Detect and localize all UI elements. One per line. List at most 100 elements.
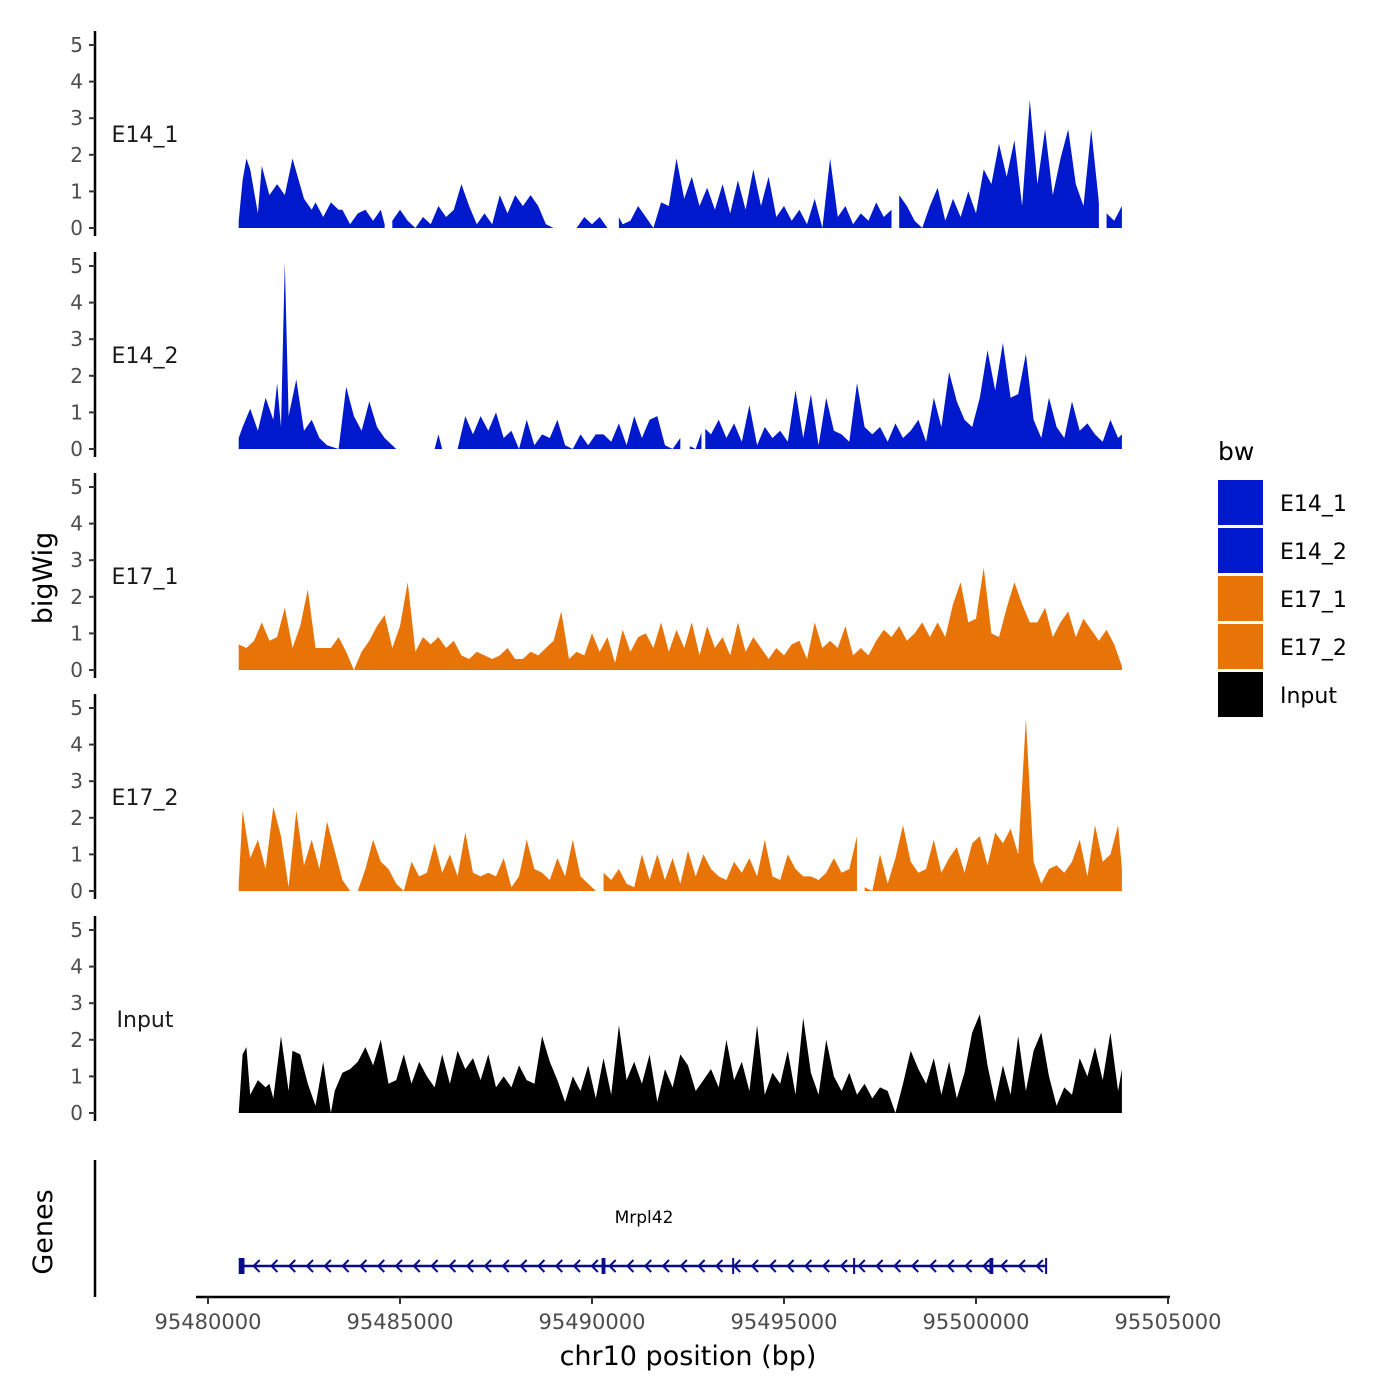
strand-arrow bbox=[982, 1259, 991, 1273]
strand-arrow bbox=[910, 1259, 919, 1273]
legend-swatch-E17_1 bbox=[1218, 576, 1263, 621]
y-tick-label: 2 bbox=[70, 1028, 83, 1052]
strand-arrow bbox=[804, 1259, 813, 1273]
y-tick-label: 4 bbox=[70, 733, 83, 757]
track-label: Input bbox=[117, 1008, 174, 1033]
strand-arrow bbox=[839, 1259, 848, 1273]
y-tick-label: 1 bbox=[70, 842, 83, 866]
y-tick-label: 0 bbox=[70, 437, 83, 461]
gene-exon bbox=[601, 1258, 606, 1274]
coverage-gap bbox=[350, 671, 358, 893]
strand-arrow bbox=[537, 1259, 546, 1273]
gene-name-label: Mrpl42 bbox=[615, 1208, 674, 1228]
strand-arrow bbox=[643, 1259, 652, 1273]
y-tick-label: 4 bbox=[70, 70, 83, 94]
area-E14_1 bbox=[238, 99, 1122, 229]
strand-arrow bbox=[323, 1259, 332, 1273]
x-axis-title: chr10 position (bp) bbox=[560, 1341, 817, 1372]
y-tick-label: 3 bbox=[70, 769, 83, 793]
strand-arrow bbox=[483, 1259, 492, 1273]
strand-arrow bbox=[519, 1259, 528, 1273]
x-axis: 95480000 95485000 95490000 95495000 95500000… bbox=[155, 1295, 1222, 1334]
track-label: E14_1 bbox=[112, 123, 179, 148]
gene-track: Mrpl42 bbox=[93, 1160, 1048, 1297]
y-tick-label: 2 bbox=[70, 143, 83, 167]
gene-exon bbox=[1045, 1258, 1048, 1274]
track-E14_2: 0 1 2 3 4 5 E14_2 bbox=[70, 229, 1122, 461]
coverage-gap bbox=[680, 229, 690, 451]
coverage-gap bbox=[891, 8, 900, 231]
strand-arrow bbox=[608, 1259, 617, 1273]
area-E17_1 bbox=[238, 567, 1122, 670]
y-tick-label: 5 bbox=[70, 475, 83, 499]
track-label: E17_1 bbox=[112, 565, 179, 590]
legend-label: E17_2 bbox=[1280, 636, 1347, 661]
y-tick-label: 0 bbox=[70, 216, 83, 240]
x-tick-label: 95500000 bbox=[923, 1310, 1030, 1334]
strand-arrow bbox=[448, 1259, 457, 1273]
gene-exon bbox=[989, 1258, 994, 1274]
strand-arrow bbox=[394, 1259, 403, 1273]
strand-arrow bbox=[786, 1259, 795, 1273]
gene-exon bbox=[238, 1258, 245, 1274]
coverage-gap bbox=[553, 8, 577, 231]
x-tick-label: 95490000 bbox=[539, 1310, 646, 1334]
strand-arrow bbox=[341, 1259, 350, 1273]
strand-arrow bbox=[999, 1259, 1008, 1273]
y-tick-label: 3 bbox=[70, 327, 83, 351]
legend-entries: E14_1 E14_2 E17_1 E17_2 Input bbox=[1218, 480, 1347, 717]
y-tick-label: 5 bbox=[70, 696, 83, 720]
legend-swatch-E14_1 bbox=[1218, 480, 1263, 525]
legend-swatch-E17_2 bbox=[1218, 624, 1263, 669]
coverage-gap bbox=[701, 229, 706, 451]
y-tick-label: 3 bbox=[70, 106, 83, 130]
strand-arrow bbox=[430, 1259, 439, 1273]
coverage-gap bbox=[1098, 8, 1107, 231]
strand-arrow bbox=[821, 1259, 830, 1273]
y-tick-label: 5 bbox=[70, 254, 83, 278]
strand-arrow bbox=[661, 1259, 670, 1273]
legend: bw E14_1 E14_2 E17_1 E17_2 Input bbox=[1218, 437, 1347, 717]
y-tick-label: 1 bbox=[70, 400, 83, 424]
strand-arrow bbox=[1035, 1259, 1044, 1273]
strand-arrow bbox=[893, 1259, 902, 1273]
track-E14_1: 0 1 2 3 4 5 E14_1 bbox=[70, 8, 1122, 240]
strand-arrow bbox=[964, 1259, 973, 1273]
legend-label: E17_1 bbox=[1280, 588, 1347, 613]
strand-arrow bbox=[732, 1259, 741, 1273]
strand-arrow bbox=[554, 1259, 563, 1273]
coverage-gap bbox=[400, 229, 433, 451]
coverage-gap bbox=[607, 8, 619, 231]
gene-track-title: Genes bbox=[28, 1189, 59, 1274]
y-tick-label: 4 bbox=[70, 291, 83, 315]
area-E17_2 bbox=[238, 719, 1122, 891]
y-tick-label: 1 bbox=[70, 179, 83, 203]
strand-arrow bbox=[715, 1259, 724, 1273]
y-tick-label: 5 bbox=[70, 33, 83, 57]
y-tick-label: 4 bbox=[70, 512, 83, 536]
y-tick-label: 1 bbox=[70, 621, 83, 645]
strand-arrow bbox=[928, 1259, 937, 1273]
coverage-gap bbox=[856, 671, 865, 893]
x-tick-label: 95495000 bbox=[731, 1310, 838, 1334]
legend-label: E14_2 bbox=[1280, 540, 1347, 565]
strand-arrow bbox=[376, 1259, 385, 1273]
coverage-gap bbox=[444, 229, 456, 451]
y-tick-label: 1 bbox=[70, 1064, 83, 1088]
strand-arrow bbox=[252, 1259, 261, 1273]
track-E17_1: 0 1 2 3 4 5 E17_1 bbox=[70, 473, 1122, 682]
legend-label: Input bbox=[1280, 684, 1337, 709]
legend-swatch-E14_2 bbox=[1218, 528, 1263, 573]
strand-arrow bbox=[412, 1259, 421, 1273]
strand-arrow bbox=[697, 1259, 706, 1273]
y-tick-label: 2 bbox=[70, 806, 83, 830]
y-tick-label: 2 bbox=[70, 364, 83, 388]
y-tick-label: 5 bbox=[70, 918, 83, 942]
x-tick-label: 95505000 bbox=[1115, 1310, 1222, 1334]
y-tick-label: 3 bbox=[70, 548, 83, 572]
strand-arrow bbox=[572, 1259, 581, 1273]
strand-arrow bbox=[359, 1259, 368, 1273]
coverage-gap bbox=[595, 671, 604, 893]
track-label: E17_2 bbox=[112, 786, 179, 811]
strand-arrow bbox=[626, 1259, 635, 1273]
